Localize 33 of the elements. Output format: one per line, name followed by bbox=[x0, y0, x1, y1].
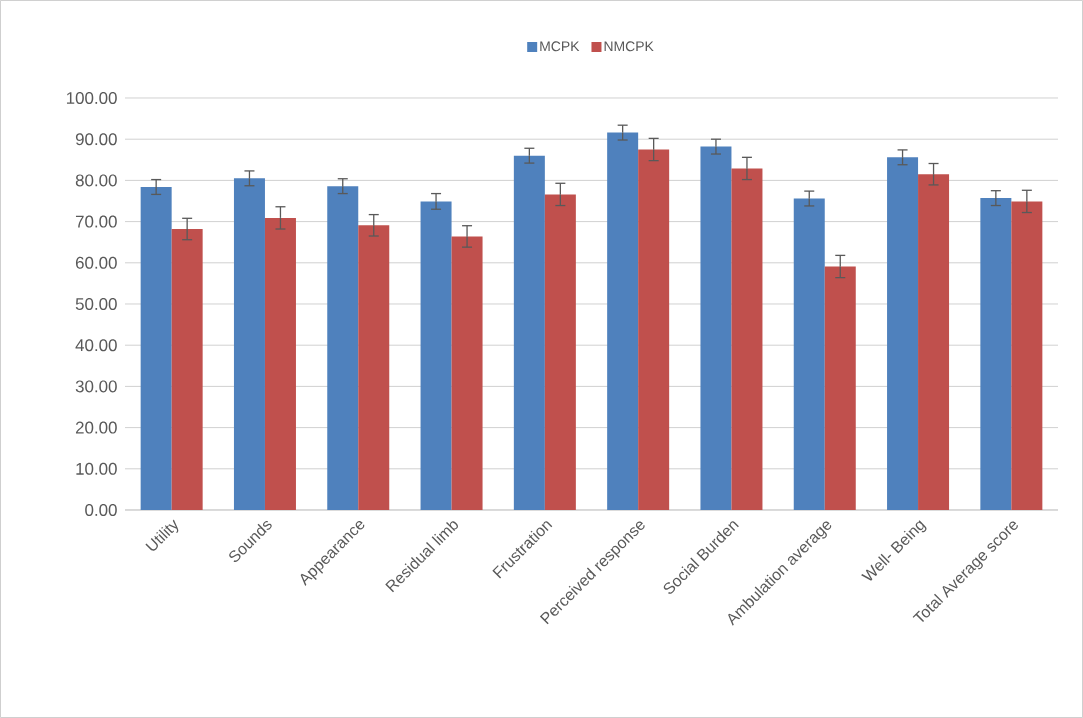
y-tick-label: 90.00 bbox=[75, 133, 117, 146]
bar bbox=[824, 266, 856, 510]
y-tick-label: 20.00 bbox=[75, 421, 117, 434]
bar bbox=[980, 198, 1012, 510]
bar bbox=[451, 236, 483, 510]
y-tick-label: 80.00 bbox=[75, 174, 117, 187]
y-tick-label: 70.00 bbox=[75, 215, 117, 228]
legend-label: MCPK bbox=[540, 41, 580, 52]
bar bbox=[544, 194, 576, 510]
y-tick-label: 40.00 bbox=[75, 339, 117, 352]
y-tick-label: 60.00 bbox=[75, 256, 117, 269]
y-tick-label: 10.00 bbox=[76, 462, 117, 475]
bar bbox=[233, 178, 265, 510]
bar bbox=[264, 217, 296, 510]
y-tick-label: 30.00 bbox=[75, 380, 117, 393]
y-tick-label: 50.00 bbox=[75, 298, 117, 310]
bar bbox=[1011, 201, 1043, 510]
bar bbox=[887, 157, 919, 510]
bar bbox=[731, 168, 763, 510]
bar bbox=[638, 149, 670, 510]
bar bbox=[358, 225, 390, 510]
legend-label: NMCPK bbox=[604, 41, 654, 52]
bar bbox=[607, 132, 639, 510]
bar bbox=[420, 201, 452, 510]
bar bbox=[171, 229, 203, 510]
bar bbox=[327, 186, 359, 510]
bar bbox=[793, 198, 825, 510]
bar bbox=[140, 186, 172, 510]
bar bbox=[918, 174, 950, 510]
y-tick-label: 100.00 bbox=[66, 92, 117, 104]
bar bbox=[513, 155, 545, 510]
y-tick-label: 0.00 bbox=[85, 504, 117, 516]
bar bbox=[700, 146, 732, 510]
